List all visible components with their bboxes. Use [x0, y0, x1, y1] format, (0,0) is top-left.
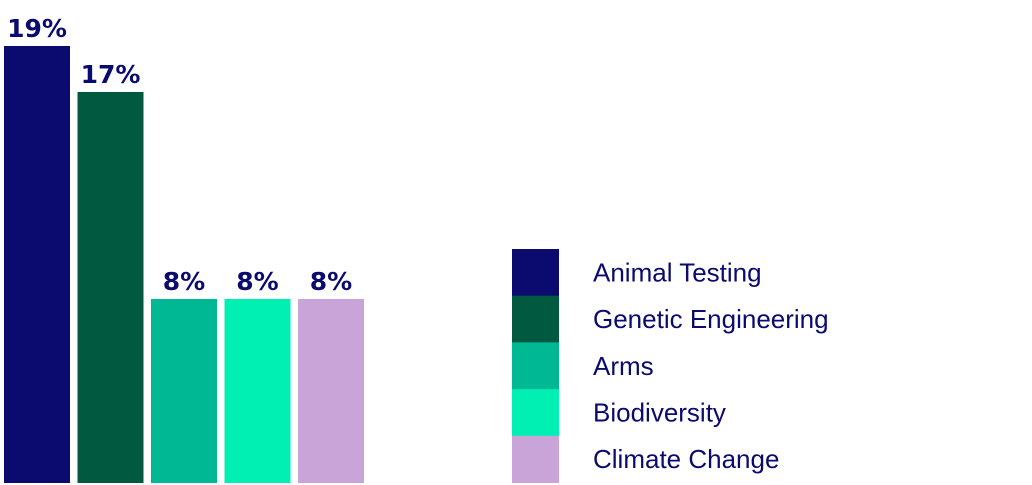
- data-label-animal-testing: 19%: [7, 14, 67, 43]
- bar-animal-testing: [4, 46, 70, 483]
- legend-label-genetic-engineering: Genetic Engineering: [593, 304, 829, 334]
- data-label-climate-change: 8%: [310, 267, 352, 296]
- data-label-biodiversity: 8%: [236, 267, 278, 296]
- bar-genetic-engineering: [77, 92, 144, 483]
- legend-label-climate-change: Climate Change: [593, 444, 779, 474]
- legend-swatch-genetic-engineering: [512, 295, 559, 343]
- legend-label-arms: Arms: [593, 351, 654, 381]
- data-label-arms: 8%: [163, 267, 205, 296]
- legend-swatch-biodiversity: [512, 389, 559, 437]
- bars-group: 19% 17% 8% 8% 8%: [4, 14, 364, 483]
- legend-swatch-climate-change: [512, 435, 559, 483]
- legend-swatch-animal-testing: [512, 249, 559, 297]
- bar-arms: [151, 299, 217, 483]
- legend-label-animal-testing: Animal Testing: [593, 257, 762, 287]
- data-label-genetic-engineering: 17%: [81, 60, 141, 89]
- bar-biodiversity: [224, 299, 291, 483]
- legend-label-biodiversity: Biodiversity: [593, 397, 726, 427]
- legend: Animal Testing Genetic Engineering Arms Bio…: [512, 249, 829, 483]
- bar-climate-change: [298, 299, 364, 483]
- legend-swatch-arms: [512, 342, 559, 390]
